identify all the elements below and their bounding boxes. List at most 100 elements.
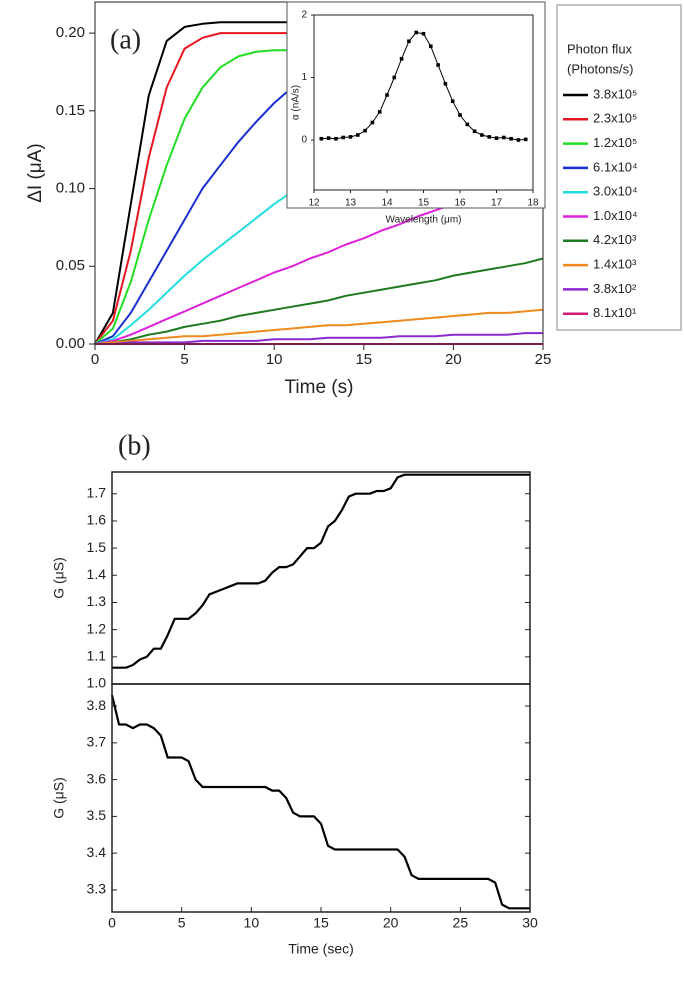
x-tick-label: 0 — [91, 351, 99, 368]
x-tick-label: 20 — [383, 915, 399, 931]
y-axis-label: α (nA/s) — [291, 85, 302, 120]
data-point — [356, 133, 360, 137]
data-line — [95, 332, 543, 345]
data-point — [472, 129, 477, 134]
legend-label: 4.2x10³ — [593, 232, 637, 247]
data-point — [429, 44, 433, 49]
legend-label: 6.1x10⁴ — [593, 159, 638, 174]
x-tick-label: 17 — [491, 198, 503, 209]
data-point — [363, 128, 367, 133]
y-tick-label: 3.7 — [87, 734, 107, 750]
y-tick-label: 1.3 — [87, 593, 107, 609]
data-point — [487, 135, 491, 139]
data-point — [516, 138, 521, 142]
plot-frame — [111, 683, 531, 913]
data-point — [399, 56, 404, 61]
legend-label: 2.3x10⁵ — [593, 111, 637, 126]
data-line — [94, 257, 544, 345]
data-point — [348, 135, 353, 139]
x-axis-label: Wavelength (μm) — [386, 215, 462, 226]
y-tick-label: 0 — [301, 135, 307, 146]
legend-label: 1.4x10³ — [593, 257, 637, 272]
y-tick-label: 3.5 — [87, 807, 107, 823]
data-point — [465, 122, 470, 127]
x-tick-label: 25 — [535, 351, 552, 368]
x-tick-label: 5 — [180, 351, 188, 368]
data-point — [370, 120, 375, 125]
y-tick-label: 3.4 — [87, 844, 107, 860]
x-tick-label: 10 — [266, 351, 283, 368]
y-tick-label: 3.3 — [87, 881, 107, 897]
y-tick-label: 0.05 — [56, 257, 85, 274]
panel-label: (b) — [118, 430, 151, 461]
y-tick-label: 1.7 — [87, 484, 107, 500]
x-tick-label: 15 — [313, 915, 329, 931]
data-point — [458, 113, 462, 117]
x-tick-label: 16 — [454, 198, 466, 209]
data-point — [436, 63, 440, 67]
plot-frame — [313, 14, 534, 191]
legend-label: 3.8x10⁵ — [593, 86, 637, 101]
x-tick-label: 20 — [445, 351, 462, 368]
y-tick-label: 1.0 — [87, 675, 107, 691]
y-tick-label: 0.10 — [56, 180, 85, 197]
data-point — [385, 93, 389, 97]
inset-frame — [286, 1, 546, 209]
y-tick-label: 0.15 — [56, 102, 85, 119]
legend-label: 3.8x10² — [593, 281, 637, 296]
data-point — [341, 135, 345, 140]
data-line — [94, 308, 544, 345]
data-point — [319, 136, 324, 141]
y-tick-label: 0.00 — [56, 335, 85, 352]
legend-title: Photon flux — [567, 41, 633, 56]
x-tick-label: 5 — [178, 915, 186, 931]
x-tick-label: 13 — [345, 198, 357, 209]
y-tick-label: 1 — [301, 72, 307, 83]
x-tick-label: 14 — [381, 198, 393, 209]
legend-label: 1.2x10⁵ — [593, 135, 637, 150]
y-tick-label: 2 — [301, 10, 307, 21]
legend-label: 3.0x10⁴ — [593, 184, 638, 199]
data-point — [334, 136, 338, 141]
data-point — [392, 75, 397, 80]
data-point — [443, 81, 448, 86]
legend-label: 1.0x10⁴ — [593, 208, 638, 223]
data-point — [450, 99, 455, 104]
y-tick-label: 1.2 — [87, 620, 107, 636]
data-point — [523, 137, 528, 142]
x-tick-label: 0 — [108, 915, 116, 931]
y-axis-label: G (μS) — [51, 557, 67, 599]
legend-title: (Photons/s) — [567, 61, 633, 76]
y-tick-label: 3.6 — [87, 770, 107, 786]
data-point — [421, 31, 426, 36]
data-line — [112, 473, 530, 669]
x-axis-label: Time (sec) — [288, 941, 354, 957]
data-line — [110, 694, 530, 910]
x-axis-label: Time (s) — [285, 377, 354, 398]
panel-label: (a) — [110, 24, 141, 55]
data-point — [480, 133, 484, 137]
y-tick-label: 1.1 — [87, 648, 107, 664]
x-tick-label: 15 — [418, 198, 430, 209]
y-axis-label: G (μS) — [51, 777, 67, 819]
data-point — [509, 136, 513, 141]
y-axis-label: ΔI (μA) — [25, 143, 46, 203]
x-tick-label: 18 — [527, 198, 539, 209]
y-tick-label: 1.5 — [87, 539, 107, 555]
x-tick-label: 15 — [355, 351, 372, 368]
x-tick-label: 30 — [522, 915, 538, 931]
data-point — [377, 110, 382, 114]
data-point — [326, 136, 331, 140]
x-tick-label: 10 — [244, 915, 260, 931]
x-tick-label: 25 — [453, 915, 469, 931]
data-point — [502, 135, 506, 140]
y-tick-label: 3.8 — [87, 697, 107, 713]
data-point — [494, 136, 499, 140]
data-point — [407, 39, 411, 44]
y-tick-label: 1.6 — [87, 512, 107, 528]
legend-label: 8.1x10¹ — [593, 305, 637, 320]
x-tick-label: 12 — [308, 198, 320, 209]
y-tick-label: 0.20 — [56, 24, 85, 41]
y-tick-label: 1.4 — [87, 566, 107, 582]
